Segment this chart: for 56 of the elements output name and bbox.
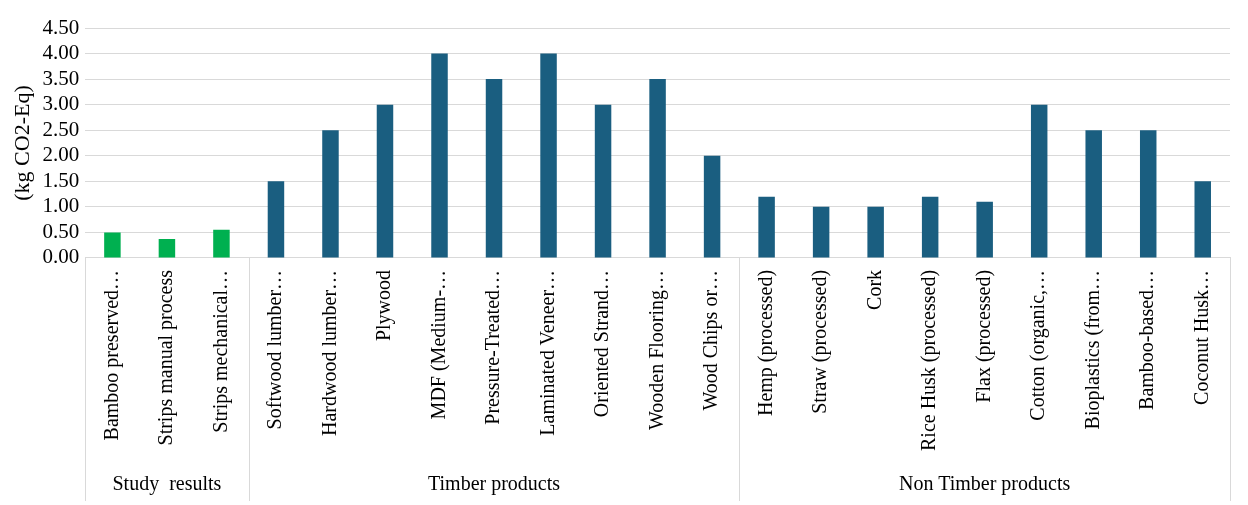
x-tick-label: Bamboo preserved… — [99, 269, 123, 441]
y-axis-title: (kg CO2-Eq) — [8, 85, 34, 201]
y-tick-label: 0.00 — [42, 244, 80, 269]
x-tick-label: Rice Husk (processed) — [917, 269, 941, 452]
x-tick-label: Softwood lumber… — [263, 269, 286, 430]
x-tick-label: MDF (Medium-… — [426, 269, 450, 420]
bar — [1085, 130, 1102, 258]
y-tick-label: 3.50 — [42, 65, 80, 90]
bar — [812, 206, 830, 258]
x-tick-label: Oriented Strand… — [590, 269, 613, 418]
bar — [1194, 181, 1211, 258]
y-tick-label: 4.00 — [42, 40, 80, 65]
bar — [213, 229, 230, 258]
bar — [594, 104, 612, 258]
bar — [322, 130, 339, 258]
y-tick-label: 0.50 — [42, 218, 80, 243]
bar — [431, 53, 448, 258]
text: Timber products — [428, 472, 561, 496]
x-tick-label: Wooden Flooring… — [644, 269, 668, 431]
bar — [703, 155, 721, 258]
y-tick-label: 4.50 — [42, 14, 80, 39]
bar — [921, 196, 939, 258]
y-tick-label: 3.00 — [42, 91, 80, 116]
x-tick-label: Hardwood lumber… — [317, 269, 340, 437]
x-tick-label: Pressure-Treated… — [481, 269, 504, 425]
bar — [649, 79, 666, 258]
bar — [758, 196, 775, 258]
x-tick-label: Plywood — [372, 269, 396, 342]
x-tick-label: Strips mechanical… — [208, 269, 232, 433]
bar — [540, 53, 557, 258]
bar — [267, 181, 285, 258]
x-tick-label: Coconut Husk… — [1189, 269, 1212, 405]
text: Study results — [112, 472, 222, 496]
x-tick-label: Straw (processed) — [808, 269, 832, 414]
x-tick-label: Flax (processed) — [971, 269, 995, 403]
bar — [1139, 130, 1157, 258]
bar — [158, 239, 176, 258]
x-tick-label: Hemp (processed) — [753, 269, 777, 417]
x-tick-label: Bamboo-based… — [1135, 269, 1158, 410]
bar — [867, 206, 884, 258]
text: Non Timber products — [899, 472, 1071, 496]
y-tick-label: 2.50 — [42, 116, 80, 141]
bar — [976, 201, 993, 258]
x-tick-label: Cotton (organic,… — [1026, 269, 1050, 421]
x-tick-label: Cork — [862, 269, 885, 310]
y-tick-label: 2.00 — [42, 142, 80, 167]
bar — [376, 104, 394, 258]
y-tick-label: 1.00 — [42, 193, 80, 218]
bar — [104, 232, 121, 258]
x-tick-label: Bioplastics (from… — [1080, 269, 1104, 430]
y-tick-label: 1.50 — [42, 167, 80, 192]
bar — [1030, 104, 1048, 258]
x-tick-label: Laminated Veneer… — [535, 269, 558, 436]
bar — [485, 79, 503, 258]
x-tick-label: Wood Chips or… — [699, 269, 723, 411]
x-tick-label: Strips manual process — [154, 269, 178, 446]
